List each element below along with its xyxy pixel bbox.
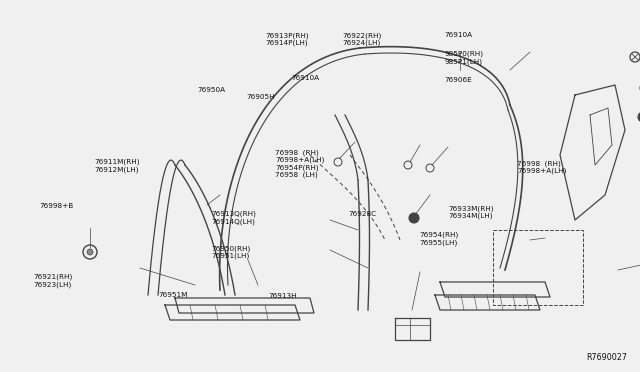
Text: 76913P(RH)
76914P(LH): 76913P(RH) 76914P(LH) — [266, 32, 309, 46]
Text: 76911M(RH)
76912M(LH): 76911M(RH) 76912M(LH) — [95, 158, 140, 173]
Text: 76998  (RH)
76998+A(LH)
76954P(RH)
76958  (LH): 76998 (RH) 76998+A(LH) 76954P(RH) 76958 … — [275, 149, 324, 178]
Text: 76905H: 76905H — [246, 94, 275, 100]
Text: 76906E: 76906E — [445, 77, 472, 83]
Text: 985P0(RH)
985P1(LH): 985P0(RH) 985P1(LH) — [445, 51, 484, 65]
Circle shape — [638, 112, 640, 122]
Text: 76954(RH)
76955(LH): 76954(RH) 76955(LH) — [419, 232, 458, 246]
Text: 76910A: 76910A — [445, 32, 473, 38]
Text: 76933M(RH)
76934M(LH): 76933M(RH) 76934M(LH) — [448, 205, 493, 219]
Text: R7690027: R7690027 — [586, 353, 627, 362]
Circle shape — [87, 249, 93, 255]
Bar — [493, 230, 583, 305]
Text: 76951M: 76951M — [159, 292, 188, 298]
Text: 76910A: 76910A — [292, 75, 320, 81]
Text: 76950A: 76950A — [197, 87, 225, 93]
Text: 76913H: 76913H — [269, 293, 298, 299]
Text: 76928C: 76928C — [349, 211, 377, 217]
Text: 76913Q(RH)
76914Q(LH): 76913Q(RH) 76914Q(LH) — [211, 211, 256, 225]
Text: 76922(RH)
76924(LH): 76922(RH) 76924(LH) — [342, 32, 381, 46]
Text: 76950(RH)
76951(LH): 76950(RH) 76951(LH) — [211, 245, 250, 259]
Text: 76998  (RH)
76998+A(LH): 76998 (RH) 76998+A(LH) — [517, 160, 566, 174]
Circle shape — [409, 213, 419, 223]
Text: 76998+B: 76998+B — [40, 203, 74, 209]
Text: 76921(RH)
76923(LH): 76921(RH) 76923(LH) — [33, 274, 72, 288]
